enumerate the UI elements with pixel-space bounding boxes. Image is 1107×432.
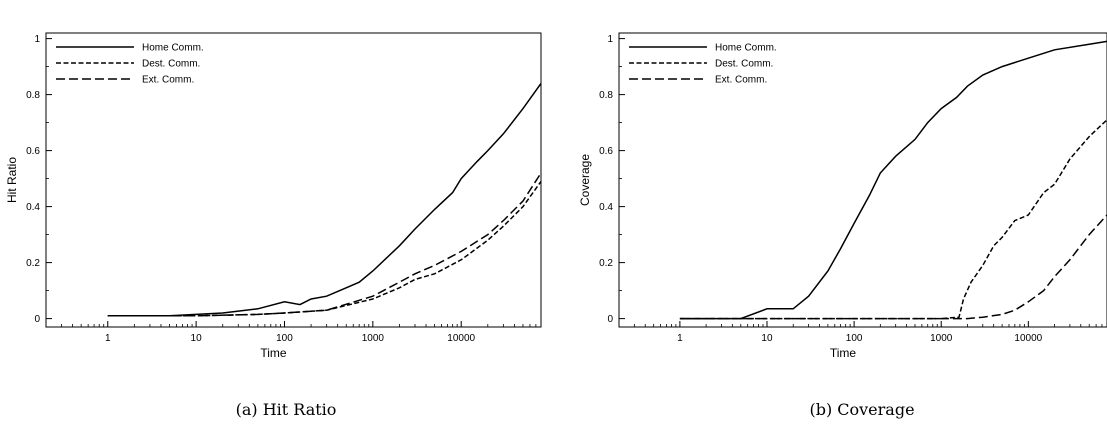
hit-ratio-caption: (a) Hit Ratio [236, 400, 337, 419]
hit-ratio-x-tick-label: 1000 [362, 333, 385, 344]
coverage-y-tick-label: 0.2 [599, 258, 613, 269]
hit-ratio-legend-label: Dest. Comm. [142, 59, 200, 70]
coverage-x-tick-label: 10 [761, 333, 773, 344]
hit-ratio-y-tick-label: 1 [34, 34, 40, 45]
hit-ratio-x-tick-label: 1 [105, 333, 111, 344]
hit-ratio-x-tick-label: 10000 [447, 333, 475, 344]
coverage-y-tick-label: 0 [607, 314, 613, 325]
hit-ratio-y-tick-label: 0.8 [26, 90, 40, 101]
coverage-series-home-line [679, 40, 1107, 320]
hit-ratio-series-ext-line [107, 172, 541, 317]
hit-ratio-x-tick-label: 10 [191, 333, 203, 344]
coverage-x-tick-label: 100 [846, 333, 863, 344]
coverage-y-tick-label: 0.8 [599, 90, 613, 101]
hit-ratio-legend-label: Ext. Comm. [142, 75, 194, 86]
coverage-legend-label: Ext. Comm. [715, 75, 767, 86]
coverage-x-axis-label: Time [830, 346, 857, 360]
coverage-legend-label: Dest. Comm. [715, 59, 773, 70]
hit-ratio-legend-label: Home Comm. [142, 43, 204, 54]
coverage-legend: Home Comm. Dest. Comm. Ext. Comm. [629, 43, 777, 86]
hit-ratio-y-tick-label: 0.4 [26, 202, 40, 213]
coverage-caption: (b) Coverage [809, 400, 914, 419]
hit-ratio-legend: Home Comm. Dest. Comm. Ext. Comm. [56, 43, 204, 86]
coverage-x-tick-label: 1000 [930, 333, 953, 344]
hit-ratio-y-tick-label: 0.6 [26, 146, 40, 157]
coverage-legend-label: Home Comm. [715, 43, 777, 54]
hit-ratio-series-home-line [107, 82, 541, 317]
hit-ratio-y-axis-label: Hit Ratio [5, 157, 19, 203]
hit-ratio-x-axis-label: Time [260, 346, 287, 360]
coverage-chart: 1 10 100 1000 10000 0 0.2 0.4 0.6 0.8 1 Time Coverag… [578, 32, 1107, 419]
hit-ratio-plot-frame [45, 32, 542, 328]
hit-ratio-x-tick-label: 100 [276, 333, 293, 344]
coverage-series-ext-line [679, 214, 1107, 320]
coverage-y-tick-label: 1 [607, 34, 613, 45]
hit-ratio-series-dest-line [107, 180, 541, 317]
coverage-y-axis-label: Coverage [578, 154, 592, 206]
coverage-series-dest-line [679, 119, 1107, 320]
coverage-plot-frame [618, 32, 1107, 328]
coverage-y-tick-label: 0.4 [599, 202, 613, 213]
hit-ratio-chart: 1 10 100 1000 10000 0 0.2 0.4 0.6 0.8 1 Time Hit Rat… [5, 32, 542, 419]
hit-ratio-y-tick-label: 0.2 [26, 258, 40, 269]
hit-ratio-y-tick-label: 0 [34, 314, 40, 325]
coverage-x-tick-label: 10000 [1014, 333, 1042, 344]
coverage-y-tick-label: 0.6 [599, 146, 613, 157]
coverage-x-tick-label: 1 [677, 333, 683, 344]
